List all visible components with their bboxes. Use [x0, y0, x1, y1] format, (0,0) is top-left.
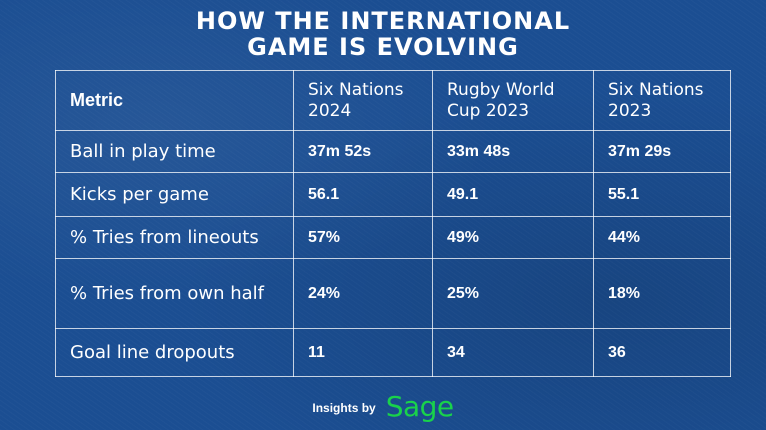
sage-logo: Sage	[385, 389, 454, 423]
column-header-six-nations-2024: Six Nations 2024	[293, 70, 433, 131]
column-header-six-nations-2023: Six Nations 2023	[593, 70, 731, 131]
value-cell: 25%	[432, 258, 594, 329]
value-cell: 49%	[432, 216, 594, 259]
column-header-rugby-world-cup-2023: Rugby World Cup 2023	[432, 70, 594, 131]
value-cell: 34	[432, 328, 594, 377]
value-cell: 37m 29s	[593, 130, 731, 173]
metrics-table: Metric Six Nations 2024 Rugby World Cup …	[55, 70, 731, 377]
table-row: Goal line dropouts 11 34 36	[55, 328, 731, 377]
table-header-row: Metric Six Nations 2024 Rugby World Cup …	[55, 70, 731, 131]
metric-label: % Tries from own half	[55, 258, 294, 329]
value-cell: 57%	[293, 216, 433, 259]
metric-label: Ball in play time	[55, 130, 294, 173]
value-cell: 55.1	[593, 172, 731, 217]
value-cell: 33m 48s	[432, 130, 594, 173]
value-cell: 49.1	[432, 172, 594, 217]
metric-label: % Tries from lineouts	[55, 216, 294, 259]
value-cell: 18%	[593, 258, 731, 329]
value-cell: 36	[593, 328, 731, 377]
value-cell: 11	[293, 328, 433, 377]
table-row: Ball in play time 37m 52s 33m 48s 37m 29…	[55, 130, 731, 173]
table-row: Kicks per game 56.1 49.1 55.1	[55, 172, 731, 217]
page-title-line-2: GAME IS EVOLVING	[247, 33, 519, 61]
table-row: % Tries from own half 24% 25% 18%	[55, 258, 731, 329]
insights-by-label: Insights by	[312, 401, 376, 415]
metric-label: Kicks per game	[55, 172, 294, 217]
value-cell: 37m 52s	[293, 130, 433, 173]
footer-credit: Insights by Sage	[0, 388, 766, 424]
value-cell: 56.1	[293, 172, 433, 217]
value-cell: 44%	[593, 216, 731, 259]
value-cell: 24%	[293, 258, 433, 329]
table-row: % Tries from lineouts 57% 49% 44%	[55, 216, 731, 259]
metric-label: Goal line dropouts	[55, 328, 294, 377]
column-header-metric: Metric	[55, 70, 294, 131]
page-title-line-1: HOW THE INTERNATIONAL	[195, 7, 571, 35]
